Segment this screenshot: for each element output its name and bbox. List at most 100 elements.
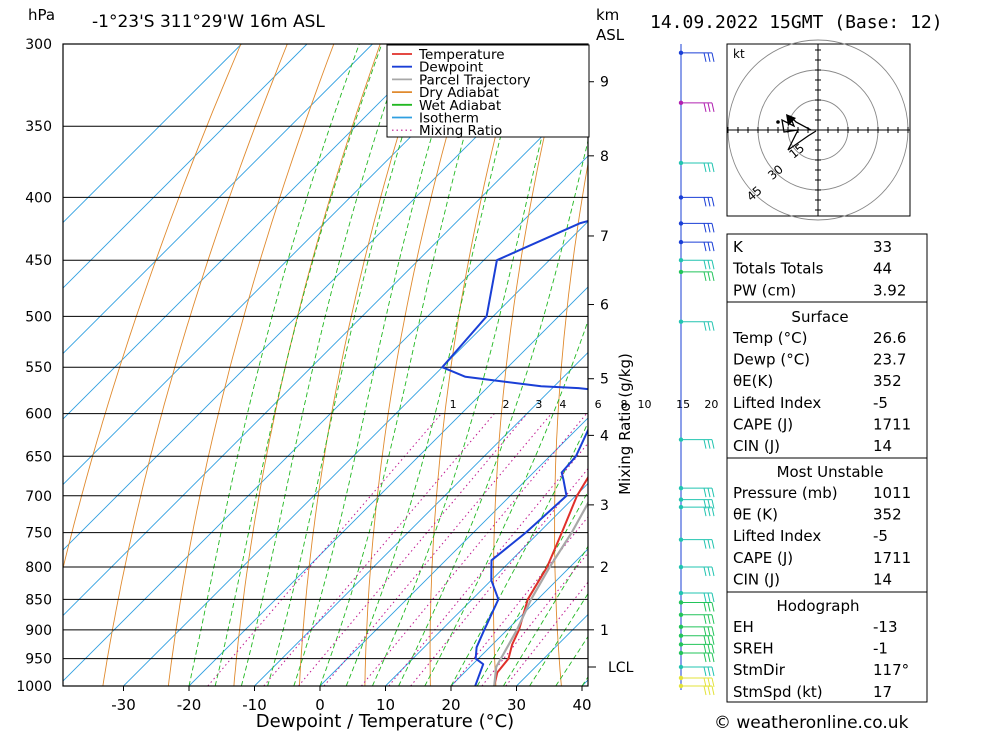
dry-adiabat-line xyxy=(671,44,705,686)
height-axis: 1 2 3 4 5 6 7 8 9 LCL xyxy=(588,75,634,676)
isotherm-line xyxy=(450,548,588,686)
index-value: 3.92 xyxy=(873,281,906,299)
wind-barb-feather xyxy=(707,539,711,549)
index-label: θE(K) xyxy=(733,372,773,390)
wind-barb-feather xyxy=(707,197,711,207)
index-value: 44 xyxy=(873,260,892,278)
wind-barb-feather xyxy=(711,507,715,517)
index-value: 352 xyxy=(873,506,902,524)
wind-barb-feather xyxy=(703,644,707,654)
series-layer xyxy=(441,219,588,686)
wind-barb-feather xyxy=(703,614,707,624)
wind-barb-feather xyxy=(711,223,715,233)
index-label: Dewp (°C) xyxy=(733,351,810,369)
wind-profile xyxy=(678,44,715,696)
mixing-ratio-line xyxy=(410,467,588,686)
index-value: 26.6 xyxy=(873,329,906,347)
wind-barb-feather xyxy=(703,321,707,331)
legend-entry-label: Dry Adiabat xyxy=(419,85,499,101)
location-title: -1°23'S 311°29'W 16m ASL xyxy=(92,12,325,32)
wind-barb-feather xyxy=(703,271,707,282)
mixing-ratio-label: 3 xyxy=(535,398,542,411)
height-tick-label: 6 xyxy=(600,298,609,314)
wind-barb-feather xyxy=(707,507,711,517)
wind-barb-feather xyxy=(711,102,715,112)
storm-motion-marker xyxy=(786,114,796,126)
wind-barb-feather xyxy=(711,260,715,270)
wind-barb-feather xyxy=(707,635,711,645)
pressure-tick-label: 950 xyxy=(25,652,52,668)
wind-barb-feather xyxy=(711,321,715,331)
pressure-tick-label: 800 xyxy=(25,560,52,576)
wind-barb-feather xyxy=(711,566,715,577)
index-value: 14 xyxy=(873,570,892,588)
index-label: Totals Totals xyxy=(732,260,824,278)
series-temperature xyxy=(493,475,588,686)
dry-adiabat-line xyxy=(364,44,474,686)
index-label: PW (cm) xyxy=(733,281,796,299)
height-tick-label: 7 xyxy=(600,229,609,245)
height-unit-asl: ASL xyxy=(596,26,625,44)
wind-barb-feather xyxy=(707,488,711,498)
wind-barb-feather xyxy=(707,685,711,696)
index-value: 1711 xyxy=(873,549,911,567)
wet-adiabat-line xyxy=(424,319,588,686)
wind-barb-feather xyxy=(707,321,711,331)
indices-section-box xyxy=(726,457,928,593)
indices-section-box xyxy=(726,233,928,303)
temperature-tick-label: 10 xyxy=(376,696,395,714)
mixing-ratio-line xyxy=(481,552,588,686)
dry-adiabat-line xyxy=(554,161,588,686)
mixing-ratio-line xyxy=(505,581,588,686)
pressure-tick-label: 350 xyxy=(25,119,52,135)
isotherm-line xyxy=(63,44,308,289)
mixing-ratio-label: 15 xyxy=(676,398,690,411)
index-label: SREH xyxy=(733,640,774,658)
mixing-ratio-label: 1 xyxy=(450,398,457,411)
legend-entry-label: Mixing Ratio xyxy=(419,123,502,139)
wet-adiabat-line xyxy=(345,44,526,686)
wind-barb-feather xyxy=(711,592,715,603)
datetime-title: 14.09.2022 15GMT (Base: 12) xyxy=(650,12,943,33)
wind-barb-feather xyxy=(711,602,715,612)
isotherm-line xyxy=(319,417,588,686)
wind-barb-feather xyxy=(707,677,711,688)
wind-barb-feather xyxy=(707,223,711,233)
wind-barb-feather xyxy=(711,499,715,509)
height-tick-label: 9 xyxy=(600,75,609,91)
wind-barb-feather xyxy=(711,614,715,624)
wet-adiabat-line xyxy=(319,44,491,686)
wind-barb-feather xyxy=(703,507,707,517)
legend-entry-label: Wet Adiabat xyxy=(419,98,501,114)
mixing-ratio-line xyxy=(323,413,552,686)
series-parcel-trajectory xyxy=(493,500,588,686)
isotherm-line xyxy=(63,89,588,617)
pressure-tick-label: 300 xyxy=(25,37,52,53)
index-value: -5 xyxy=(873,394,888,412)
pressure-axis: 300 350 400 450 500 550 600 650 700 750 800 850 900 9… xyxy=(16,37,52,695)
index-value: 33 xyxy=(873,238,892,256)
temperature-tick-label: 0 xyxy=(315,696,325,714)
temperature-tick-label: -20 xyxy=(177,696,202,714)
index-value: -13 xyxy=(873,618,898,636)
pressure-tick-label: 450 xyxy=(25,253,52,269)
wind-barb-feather xyxy=(707,626,711,636)
wind-barb-feather xyxy=(711,52,715,62)
pressure-tick-label: 650 xyxy=(25,449,52,465)
pressure-tick-label: 850 xyxy=(25,592,52,608)
index-value: 17 xyxy=(873,683,892,701)
wind-barb-feather xyxy=(711,635,715,645)
wind-barb-feather xyxy=(703,52,707,62)
dry-adiabat-line xyxy=(935,44,1000,686)
index-label: Temp (°C) xyxy=(732,329,807,347)
lcl-label: LCL xyxy=(608,660,634,676)
wind-barb-feather xyxy=(707,260,711,270)
wind-barb-feather xyxy=(703,635,707,645)
wind-barb-feather xyxy=(711,539,715,549)
index-label: CAPE (J) xyxy=(733,415,793,433)
isotherm-line xyxy=(63,155,588,682)
wind-barb-feather xyxy=(711,626,715,636)
mixing-ratio-label: 20 xyxy=(704,398,718,411)
wind-barb-feather xyxy=(711,644,715,654)
wet-adiabat-line xyxy=(188,44,360,686)
